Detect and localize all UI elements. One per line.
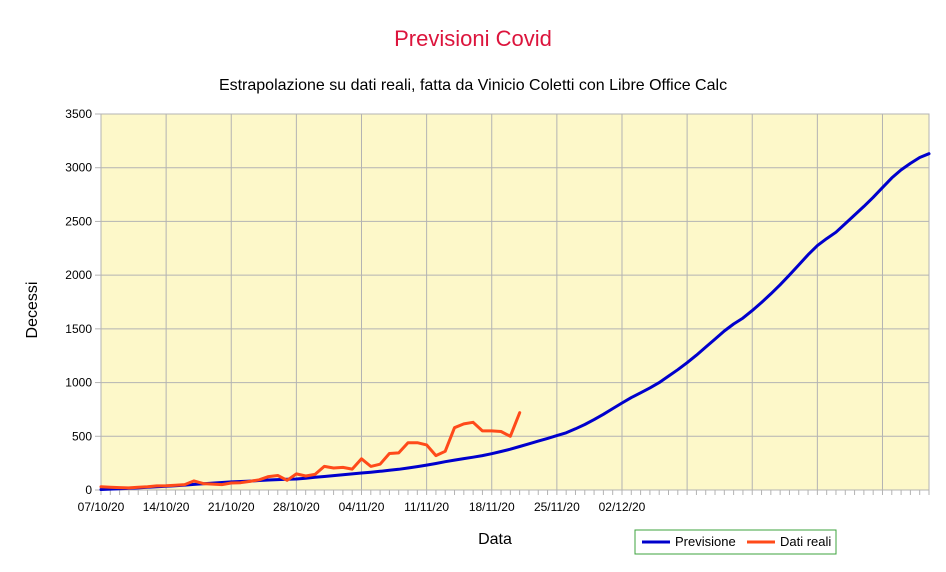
plot-area — [101, 114, 929, 490]
series-layer — [99, 152, 931, 491]
legend-entry-label: Dati reali — [780, 534, 831, 549]
y-axis-ticks: 0 500 1000 1500 2000 2500 3000 3500 — [65, 107, 101, 497]
legend: Previsione Dati reali — [634, 529, 837, 555]
x-tick-label: 25/11/20 — [534, 500, 580, 514]
legend-entry-label: Previsione — [675, 534, 736, 549]
y-tick-label: 3000 — [65, 161, 92, 175]
y-tick-label: 1500 — [65, 322, 92, 336]
x-tick-label: 07/10/20 — [78, 500, 125, 514]
x-tick-label: 21/10/20 — [208, 500, 255, 514]
x-tick-label: 18/11/20 — [469, 500, 515, 514]
x-tick-label: 04/11/20 — [339, 500, 385, 514]
y-tick-label: 1000 — [65, 376, 92, 390]
x-axis-ticks: 07/10/20 14/10/20 21/10/20 28/10/20 04/11/20… — [78, 490, 930, 514]
x-tick-label: 11/11/20 — [404, 500, 449, 514]
x-tick-label: 02/12/20 — [599, 500, 646, 514]
y-axis-label: Decessi — [24, 282, 41, 339]
x-tick-label: 14/10/20 — [143, 500, 190, 514]
grid-lines — [100, 113, 930, 491]
chart-subtitle: Estrapolazione su dati reali, fatta da V… — [219, 77, 727, 94]
y-tick-label: 0 — [85, 483, 92, 497]
y-tick-label: 3500 — [65, 107, 92, 121]
x-tick-label: 28/10/20 — [273, 500, 320, 514]
y-tick-label: 2000 — [65, 268, 92, 282]
plot-frame — [100, 113, 930, 491]
series-line-dati-reali — [99, 411, 522, 490]
y-tick-label: 500 — [72, 429, 92, 443]
y-tick-label: 2500 — [65, 214, 92, 228]
chart-title: Previsioni Covid — [394, 26, 552, 51]
x-axis-label: Data — [478, 531, 512, 548]
